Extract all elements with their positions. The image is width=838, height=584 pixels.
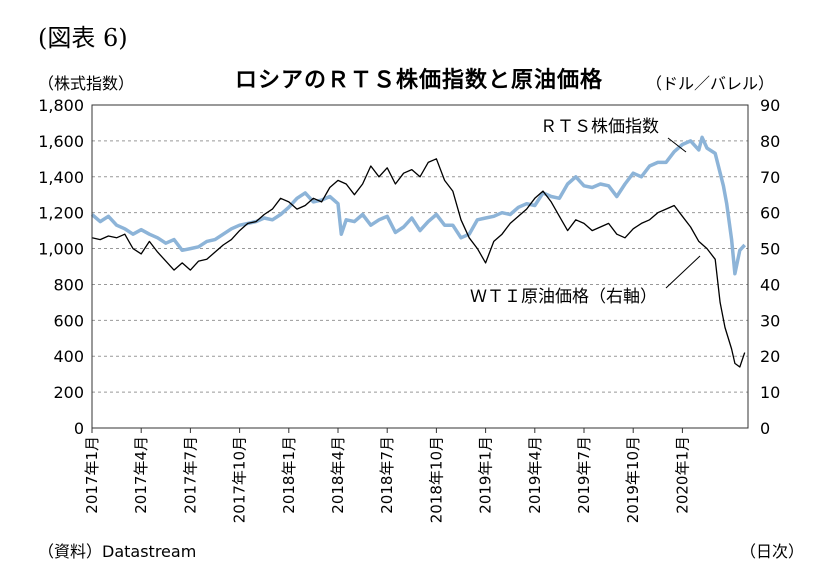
- wti-series-label: ＷＴＩ原油価格（右軸）: [470, 287, 657, 307]
- x-tick-label: 2017年10月: [231, 436, 249, 523]
- right-axis-unit: （ドル／バレル）: [646, 74, 775, 93]
- annotations: ＲＴＳ株価指数 ＷＴＩ原油価格（右軸）: [470, 117, 701, 307]
- x-axis-ticks: 2017年1月 2017年4月 2017年7月 2017年10月 2018年1月 2018…: [83, 428, 691, 523]
- x-tick-label: 2017年4月: [132, 436, 150, 514]
- right-tick-label: 0: [760, 419, 770, 438]
- chart-title: ロシアのＲＴＳ株価指数と原油価格: [234, 68, 603, 93]
- x-tick-label: 2019年7月: [575, 436, 593, 514]
- left-tick-label: 1,400: [38, 168, 84, 187]
- x-tick-label: 2020年1月: [673, 436, 691, 514]
- x-tick-label: 2018年4月: [329, 436, 347, 514]
- right-tick-label: 30: [760, 311, 780, 330]
- wti-oil-line: [91, 158, 746, 368]
- figure-label: (図表 6): [38, 24, 128, 52]
- gridlines: [92, 140, 748, 393]
- left-tick-label: 0: [74, 419, 84, 438]
- wti-annotation-leader: [665, 255, 701, 289]
- x-tick-label: 2017年7月: [181, 436, 199, 514]
- x-tick-label: 2017年1月: [83, 436, 101, 514]
- plot-frame: [91, 104, 749, 429]
- source-note: （資料）Datastream: [38, 542, 197, 561]
- left-axis-ticks: 0 200 400 600 800 1,000 1,200 1,400 1,600 1,800: [38, 96, 84, 438]
- x-tick-label: 2018年1月: [280, 436, 298, 514]
- x-tick-label: 2019年1月: [477, 436, 495, 514]
- x-tick-label: 2018年7月: [378, 436, 396, 514]
- rts-series-label: ＲＴＳ株価指数: [540, 117, 659, 137]
- right-tick-label: 50: [760, 240, 780, 259]
- left-tick-label: 200: [53, 383, 84, 402]
- right-tick-label: 10: [760, 383, 780, 402]
- right-tick-label: 40: [760, 275, 780, 294]
- left-tick-label: 1,000: [38, 240, 84, 259]
- left-tick-label: 1,200: [38, 204, 84, 223]
- rts-index-line: [90, 135, 746, 276]
- rts-annotation-leader: [667, 137, 687, 153]
- right-axis-ticks: 0 10 20 30 40 50 60 70 80 90: [760, 96, 780, 438]
- x-tick-label: 2018年10月: [427, 436, 445, 523]
- left-tick-label: 600: [53, 311, 84, 330]
- left-tick-label: 800: [53, 275, 84, 294]
- right-tick-label: 80: [760, 132, 780, 151]
- right-tick-label: 20: [760, 347, 780, 366]
- left-tick-label: 1,600: [38, 132, 84, 151]
- series-lines: [90, 135, 746, 368]
- right-tick-label: 70: [760, 168, 780, 187]
- x-tick-label: 2019年10月: [624, 436, 642, 523]
- x-axis-unit: （日次）: [740, 542, 805, 561]
- right-tick-label: 60: [760, 204, 780, 223]
- x-tick-label: 2019年4月: [526, 436, 544, 514]
- left-tick-label: 1,800: [38, 96, 84, 115]
- right-tick-label: 90: [760, 96, 780, 115]
- left-tick-label: 400: [53, 347, 84, 366]
- left-axis-unit: （株式指数）: [38, 74, 135, 93]
